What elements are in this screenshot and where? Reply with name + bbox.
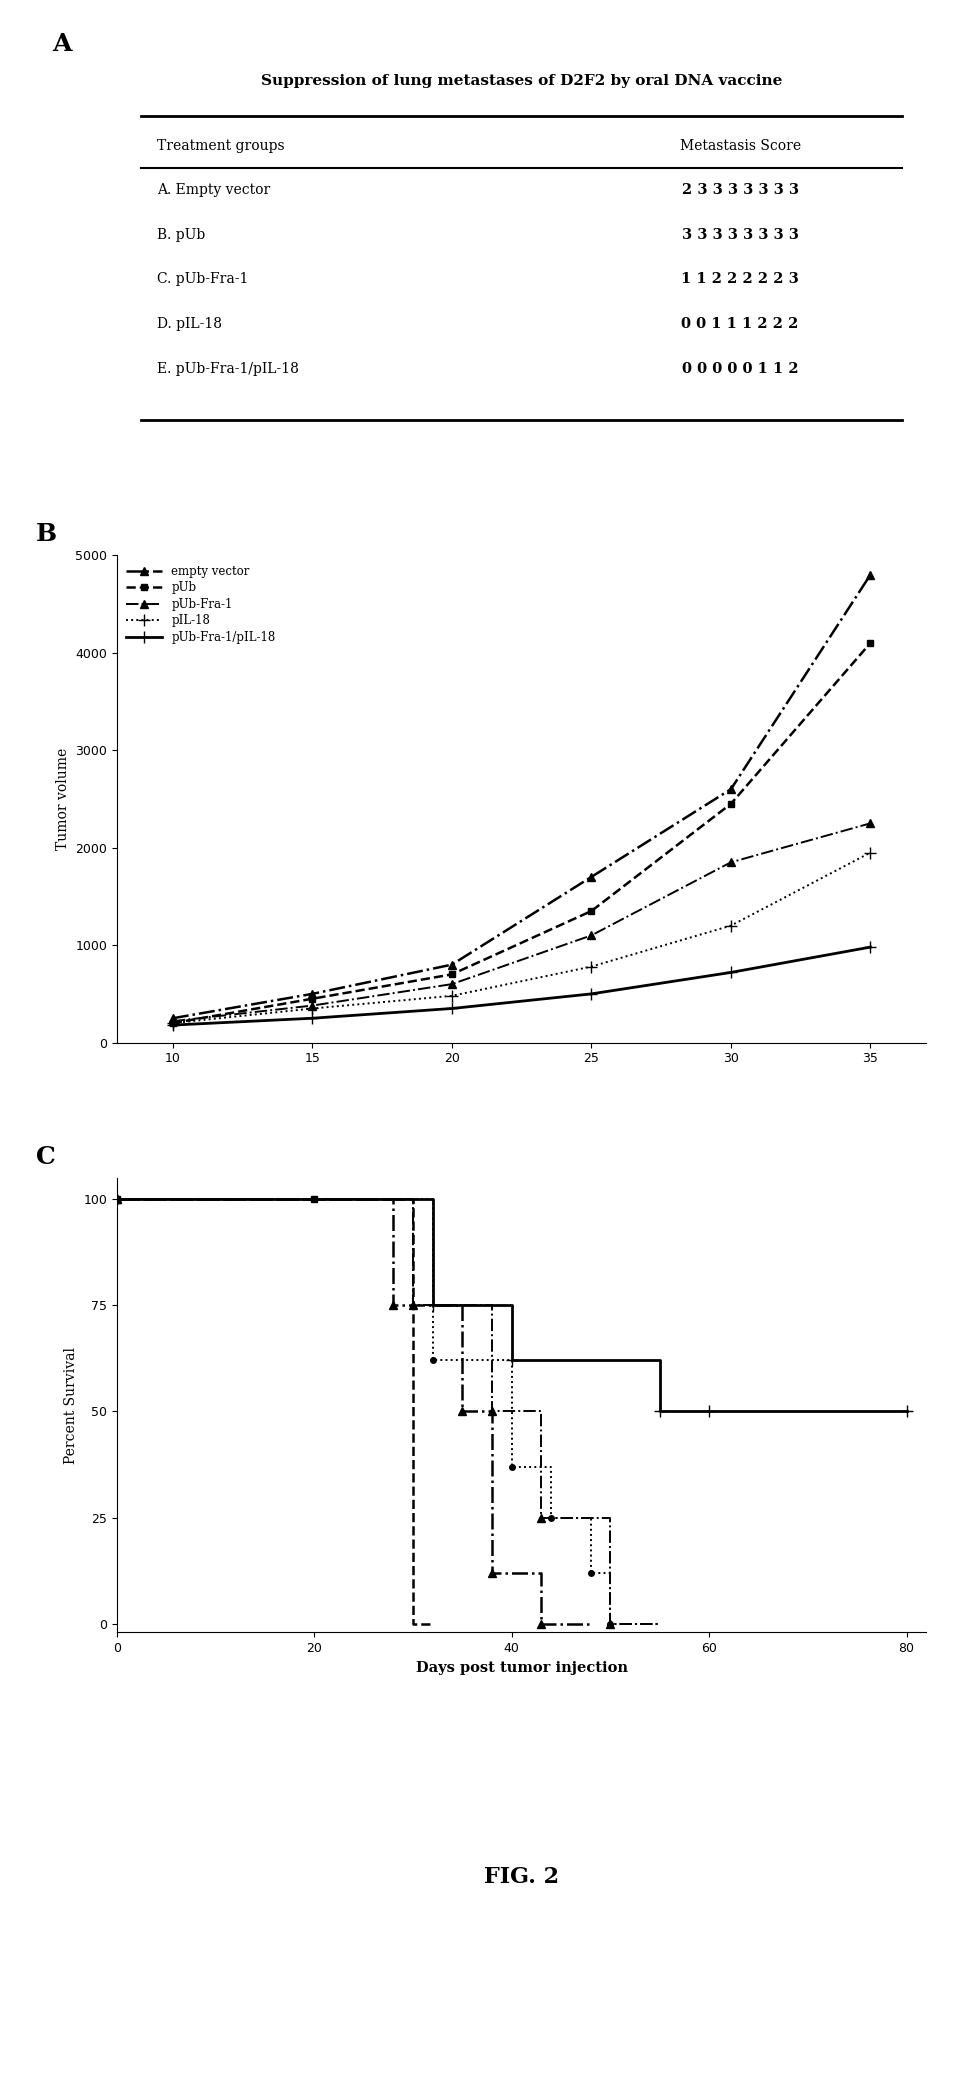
Text: B: B [36,522,58,545]
Text: FIG. 2: FIG. 2 [484,1867,560,1888]
Line: pUb-Fra-1: pUb-Fra-1 [169,819,875,1024]
pUb-Fra-1/pIL-18 [725,960,737,985]
pUb-Fra-1 [725,851,737,876]
Line: pUb: pUb [170,639,874,1027]
Text: C: C [36,1144,56,1169]
empty vector [586,865,598,890]
pIL-18 [306,995,318,1020]
pIL-18 [446,983,457,1008]
empty vector [306,980,318,1006]
pUb-Fra-1/pIL-18 [167,1012,178,1037]
Text: Suppression of lung metastases of D2F2 by oral DNA vaccine: Suppression of lung metastases of D2F2 b… [261,73,782,88]
Text: E. pUb-Fra-1/pIL-18: E. pUb-Fra-1/pIL-18 [158,362,299,375]
Text: D. pIL-18: D. pIL-18 [158,316,222,331]
pUb-Fra-1/pIL-18 [586,980,598,1006]
pUb [167,1010,178,1035]
Text: 0 0 0 0 0 1 1 2: 0 0 0 0 0 1 1 2 [682,362,799,375]
pUb-Fra-1 [167,1008,178,1033]
Text: 0 0 1 1 1 2 2 2: 0 0 1 1 1 2 2 2 [682,316,799,331]
pUb-Fra-1 [446,972,457,997]
pUb-Fra-1 [306,993,318,1018]
Text: 1 1 2 2 2 2 2 3: 1 1 2 2 2 2 2 3 [682,272,799,287]
pIL-18 [865,840,877,865]
Line: empty vector: empty vector [169,570,875,1022]
pUb [865,631,877,656]
pUb [586,899,598,924]
pUb-Fra-1/pIL-18 [306,1006,318,1031]
empty vector [725,777,737,802]
pUb-Fra-1 [586,922,598,947]
Text: A: A [53,31,72,57]
pUb-Fra-1/pIL-18 [446,995,457,1020]
empty vector [865,561,877,587]
Text: Treatment groups: Treatment groups [158,138,285,153]
Text: 2 3 3 3 3 3 3 3: 2 3 3 3 3 3 3 3 [682,184,799,197]
Text: Metastasis Score: Metastasis Score [680,138,800,153]
Y-axis label: Percent Survival: Percent Survival [63,1347,78,1464]
pIL-18 [725,913,737,939]
pIL-18 [167,1010,178,1035]
Y-axis label: Tumor volume: Tumor volume [56,748,70,851]
empty vector [167,1006,178,1031]
pUb-Fra-1 [865,811,877,836]
X-axis label: Days post tumor injection: Days post tumor injection [415,1661,628,1674]
pIL-18 [586,953,598,978]
pUb [446,962,457,987]
pUb [725,792,737,817]
Text: B. pUb: B. pUb [158,228,206,241]
Line: pIL-18: pIL-18 [168,846,876,1029]
pUb-Fra-1/pIL-18 [865,934,877,960]
Line: pUb-Fra-1/pIL-18: pUb-Fra-1/pIL-18 [168,941,876,1031]
Legend: empty vector, pUb, pUb-Fra-1, pIL-18, pUb-Fra-1/pIL-18: empty vector, pUb, pUb-Fra-1, pIL-18, pU… [123,561,279,647]
Text: 3 3 3 3 3 3 3 3: 3 3 3 3 3 3 3 3 [682,228,799,241]
Text: A. Empty vector: A. Empty vector [158,184,271,197]
pUb [306,987,318,1012]
Text: C. pUb-Fra-1: C. pUb-Fra-1 [158,272,249,287]
empty vector [446,951,457,976]
